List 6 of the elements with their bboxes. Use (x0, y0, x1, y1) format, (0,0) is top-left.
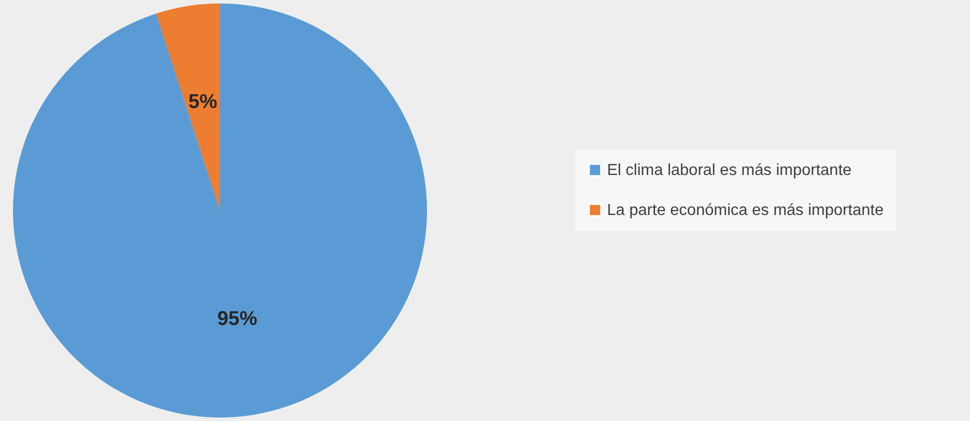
data-label: 95% (217, 308, 258, 330)
legend-label: La parte económica es más importante (607, 202, 884, 219)
pie-slice (156, 4, 220, 210)
pie-slice (13, 4, 427, 418)
data-label: 5% (188, 90, 218, 113)
legend-label: El clima laboral es más importante (607, 162, 852, 179)
